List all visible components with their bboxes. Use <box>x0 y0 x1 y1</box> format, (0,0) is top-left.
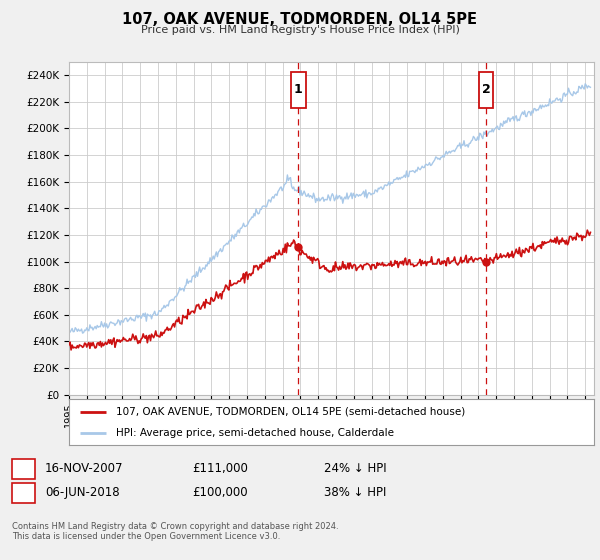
Text: 24% ↓ HPI: 24% ↓ HPI <box>324 462 386 475</box>
Text: 1: 1 <box>19 462 28 475</box>
Text: 06-JUN-2018: 06-JUN-2018 <box>45 486 119 500</box>
Bar <box>291 72 305 108</box>
Text: 107, OAK AVENUE, TODMORDEN, OL14 5PE: 107, OAK AVENUE, TODMORDEN, OL14 5PE <box>122 12 478 27</box>
Text: £100,000: £100,000 <box>192 486 248 500</box>
Text: 107, OAK AVENUE, TODMORDEN, OL14 5PE (semi-detached house): 107, OAK AVENUE, TODMORDEN, OL14 5PE (se… <box>116 407 466 417</box>
Text: 38% ↓ HPI: 38% ↓ HPI <box>324 486 386 500</box>
Bar <box>479 72 493 108</box>
Text: 16-NOV-2007: 16-NOV-2007 <box>45 462 124 475</box>
Text: 1: 1 <box>294 83 302 96</box>
Text: 2: 2 <box>482 83 490 96</box>
Text: 2: 2 <box>19 486 28 500</box>
Text: £111,000: £111,000 <box>192 462 248 475</box>
Text: Price paid vs. HM Land Registry's House Price Index (HPI): Price paid vs. HM Land Registry's House … <box>140 25 460 35</box>
Text: Contains HM Land Registry data © Crown copyright and database right 2024.
This d: Contains HM Land Registry data © Crown c… <box>12 522 338 542</box>
Text: HPI: Average price, semi-detached house, Calderdale: HPI: Average price, semi-detached house,… <box>116 428 394 438</box>
